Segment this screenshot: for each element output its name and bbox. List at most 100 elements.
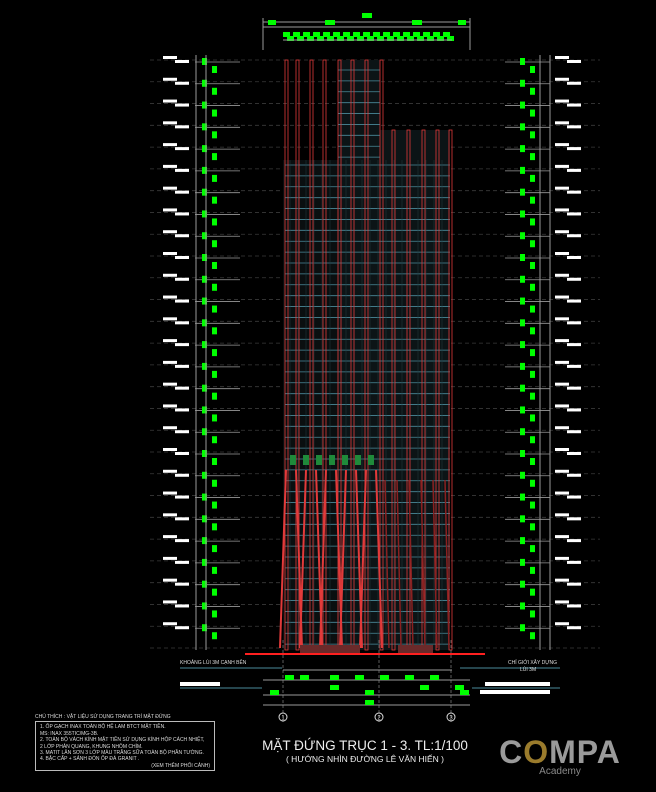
level-label-left: [175, 103, 189, 107]
grid-axis-label: 1: [281, 716, 285, 722]
level-dim-left: [212, 632, 217, 640]
dim-text-block: [405, 675, 414, 680]
level-dim-left: [202, 384, 207, 392]
dim-text-block: [355, 675, 364, 680]
dim-text-block: [433, 32, 440, 37]
level-dim-right: [520, 341, 525, 349]
level-label-left: [175, 364, 189, 368]
level-dim-left: [212, 436, 217, 444]
level-label-left: [175, 626, 189, 630]
dim-text-block: [387, 36, 394, 41]
level-label-left: [163, 600, 177, 604]
dim-text-block: [337, 36, 344, 41]
dim-text-block: [397, 36, 404, 41]
dim-text-block: [325, 20, 335, 25]
level-label-right: [567, 321, 581, 325]
level-dim-left: [212, 327, 217, 335]
level-label-left: [175, 321, 189, 325]
podium-fin: [408, 479, 414, 649]
level-dim-right: [520, 145, 525, 153]
level-label-right: [567, 539, 581, 543]
level-dim-left: [212, 588, 217, 596]
dim-text-block: [343, 32, 350, 37]
dim-text-block: [430, 675, 439, 680]
dim-text-block: [317, 36, 324, 41]
level-label-right: [567, 517, 581, 521]
level-label-left: [163, 404, 177, 408]
level-dim-right: [520, 123, 525, 131]
level-label-left: [175, 277, 189, 281]
level-dim-right: [530, 131, 535, 139]
level-dim-right: [520, 210, 525, 218]
label-block: [480, 690, 550, 694]
level-label-right: [555, 339, 569, 343]
level-label-right: [567, 386, 581, 390]
dim-text-block: [300, 675, 309, 680]
podium-fin: [384, 479, 390, 649]
level-label-left: [175, 539, 189, 543]
level-dim-left: [212, 174, 217, 182]
level-dim-left: [212, 610, 217, 618]
level-label-left: [163, 295, 177, 299]
level-label-left: [163, 469, 177, 473]
planter-box: [342, 455, 348, 465]
level-label-left: [175, 60, 189, 63]
level-dim-right: [530, 588, 535, 596]
level-label-left: [163, 513, 177, 517]
level-label-right: [555, 448, 569, 451]
level-dim-left: [212, 523, 217, 531]
level-dim-left: [212, 240, 217, 248]
level-dim-right: [520, 232, 525, 240]
dim-text-block: [417, 36, 424, 41]
level-label-left: [163, 99, 177, 103]
level-dim-right: [530, 240, 535, 248]
level-dim-left: [202, 558, 207, 566]
dim-text-block: [285, 675, 294, 680]
level-label-right: [567, 495, 581, 499]
dim-text-block: [367, 36, 374, 41]
level-label-right: [555, 404, 569, 408]
podium-fin: [319, 469, 327, 649]
dim-text-block: [420, 685, 429, 690]
level-dim-right: [520, 319, 525, 327]
level-dim-left: [202, 101, 207, 109]
level-label-right: [555, 469, 569, 473]
level-dim-left: [202, 319, 207, 327]
level-dim-right: [530, 370, 535, 378]
level-dim-left: [202, 79, 207, 87]
level-label-right: [567, 234, 581, 238]
dim-text-block: [268, 20, 276, 25]
level-dim-right: [530, 545, 535, 553]
level-dim-right: [530, 109, 535, 117]
level-dim-left: [202, 580, 207, 588]
level-label-right: [555, 77, 569, 81]
level-label-left: [163, 77, 177, 81]
drawing-title-block: MẶT ĐỨNG TRỤC 1 - 3. TL:1/100 ( HƯỚNG NH…: [250, 738, 480, 764]
level-label-left: [175, 495, 189, 499]
level-dim-right: [520, 79, 525, 87]
level-label-right: [567, 452, 581, 455]
level-label-right: [555, 513, 569, 517]
dim-text-block: [393, 32, 400, 37]
material-notes: CHÚ THÍCH : VẬT LIỆU SỬ DỤNG TRANG TRÍ M…: [35, 714, 215, 772]
level-label-left: [163, 491, 177, 495]
grid-axis-bubble: [446, 712, 456, 722]
level-label-left: [163, 578, 177, 582]
level-dim-left: [202, 188, 207, 196]
podium-fin: [339, 469, 347, 649]
dim-text-block: [362, 13, 372, 18]
level-dim-left: [202, 254, 207, 261]
level-label-left: [175, 582, 189, 586]
dim-text-block: [373, 32, 380, 37]
level-label-left: [175, 212, 189, 216]
level-dim-right: [530, 349, 535, 357]
level-dim-left: [202, 341, 207, 349]
drawing-subtitle: ( HƯỚNG NHÌN ĐƯỜNG LÊ VĂN HIẾN ): [285, 754, 445, 764]
level-label-left: [163, 556, 177, 560]
dim-text-block: [327, 36, 334, 41]
column: [284, 59, 289, 651]
dim-text-block: [437, 36, 444, 41]
level-label-left: [163, 382, 177, 386]
level-label-right: [567, 60, 581, 63]
level-dim-right: [530, 283, 535, 291]
